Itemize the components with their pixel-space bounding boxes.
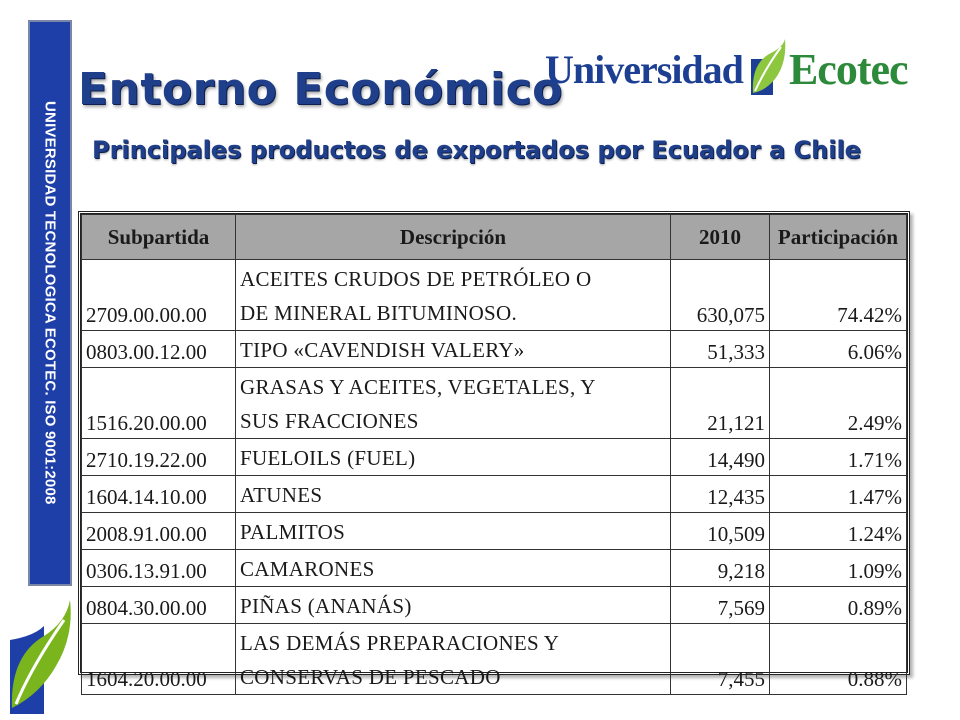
table-row: 2709.00.00.00 ACEITES CRUDOS DE PETRÓLEO… — [81, 259, 907, 331]
cell-code: 2008.91.00.00 — [81, 512, 236, 550]
cell-code: 1604.20.00.00 — [81, 623, 236, 695]
logo-word-universidad: Universidad — [545, 46, 744, 92]
cell-value: 7,569 — [670, 586, 770, 624]
description-line: ACEITES CRUDOS DE PETRÓLEO O — [240, 267, 592, 291]
cell-description: GRASAS Y ACEITES, VEGETALES, Y SUS FRACCI… — [235, 367, 671, 439]
cell-code: 0804.30.00.00 — [81, 586, 236, 624]
cell-description: ATUNES — [235, 475, 671, 513]
cell-share: 6.06% — [769, 330, 907, 368]
table-row: 1516.20.00.00 GRASAS Y ACEITES, VEGETALE… — [81, 367, 907, 439]
cell-share: 0.88% — [769, 623, 907, 695]
cell-description: TIPO «CAVENDISH VALERY» — [235, 330, 671, 368]
cell-share: 1.09% — [769, 549, 907, 587]
cell-value: 7,455 — [670, 623, 770, 695]
logo-word-ecotec: Ecotec — [788, 44, 909, 94]
cell-value: 14,490 — [670, 438, 770, 476]
table-row: 0804.30.00.00 PIÑAS (ANANÁS) 7,569 0.89% — [81, 586, 907, 624]
leaf-mark-icon — [750, 39, 786, 95]
cell-code: 2709.00.00.00 — [81, 259, 236, 331]
table-row: 0803.00.12.00 TIPO «CAVENDISH VALERY» 51… — [81, 330, 907, 368]
cell-value: 9,218 — [670, 549, 770, 587]
table-row: 2710.19.22.00 FUELOILS (FUEL) 14,490 1.7… — [81, 438, 907, 476]
cell-value: 51,333 — [670, 330, 770, 368]
page-title: Entorno Económico — [78, 64, 563, 115]
cell-description: PIÑAS (ANANÁS) — [235, 586, 671, 624]
cell-value: 12,435 — [670, 475, 770, 513]
column-header-participacion: Participación — [769, 214, 907, 260]
cell-description: CAMARONES — [235, 549, 671, 587]
cell-value: 630,075 — [670, 259, 770, 331]
description-line: DE MINERAL BITUMINOSO. — [240, 301, 518, 325]
table-row: 2008.91.00.00 PALMITOS 10,509 1.24% — [81, 512, 907, 550]
page-subtitle: Principales productos de exportados por … — [92, 136, 861, 164]
column-header-2010: 2010 — [670, 214, 770, 260]
cell-description: PALMITOS — [235, 512, 671, 550]
cell-share: 1.24% — [769, 512, 907, 550]
cell-description: LAS DEMÁS PREPARACIONES Y CONSERVAS DE PE… — [235, 623, 671, 695]
cell-description: ACEITES CRUDOS DE PETRÓLEO O DE MINERAL B… — [235, 259, 671, 331]
side-banner-text: UNIVERSIDAD TECNOLOGICA ECOTEC. ISO 9001… — [41, 101, 59, 505]
description-line: GRASAS Y ACEITES, VEGETALES, Y — [240, 375, 596, 399]
table-row: 0306.13.91.00 CAMARONES 9,218 1.09% — [81, 549, 907, 587]
cell-code: 1604.14.10.00 — [81, 475, 236, 513]
column-header-descripcion: Descripción — [235, 214, 671, 260]
side-banner: UNIVERSIDAD TECNOLOGICA ECOTEC. ISO 9001… — [28, 20, 72, 586]
cell-share: 1.47% — [769, 475, 907, 513]
cell-share: 1.71% — [769, 438, 907, 476]
cell-description: FUELOILS (FUEL) — [235, 438, 671, 476]
table-row: 1604.14.10.00 ATUNES 12,435 1.47% — [81, 475, 907, 513]
description-line: SUS FRACCIONES — [240, 409, 419, 433]
exports-table: Subpartida Descripción 2010 Participació… — [78, 211, 910, 695]
leaf-logo-icon — [10, 600, 71, 714]
brand-logo: Universidad Ecotec — [545, 34, 945, 104]
table-row: 1604.20.00.00 LAS DEMÁS PREPARACIONES Y C… — [81, 623, 907, 695]
column-header-subpartida: Subpartida — [81, 214, 236, 260]
cell-value: 10,509 — [670, 512, 770, 550]
cell-code: 1516.20.00.00 — [81, 367, 236, 439]
cell-share: 74.42% — [769, 259, 907, 331]
cell-code: 0803.00.12.00 — [81, 330, 236, 368]
cell-share: 0.89% — [769, 586, 907, 624]
cell-code: 0306.13.91.00 — [81, 549, 236, 587]
table-header-row: Subpartida Descripción 2010 Participació… — [81, 214, 907, 260]
cell-share: 2.49% — [769, 367, 907, 439]
cell-code: 2710.19.22.00 — [81, 438, 236, 476]
description-line: CONSERVAS DE PESCADO — [240, 665, 501, 689]
cell-value: 21,121 — [670, 367, 770, 439]
description-line: LAS DEMÁS PREPARACIONES Y — [240, 631, 560, 655]
